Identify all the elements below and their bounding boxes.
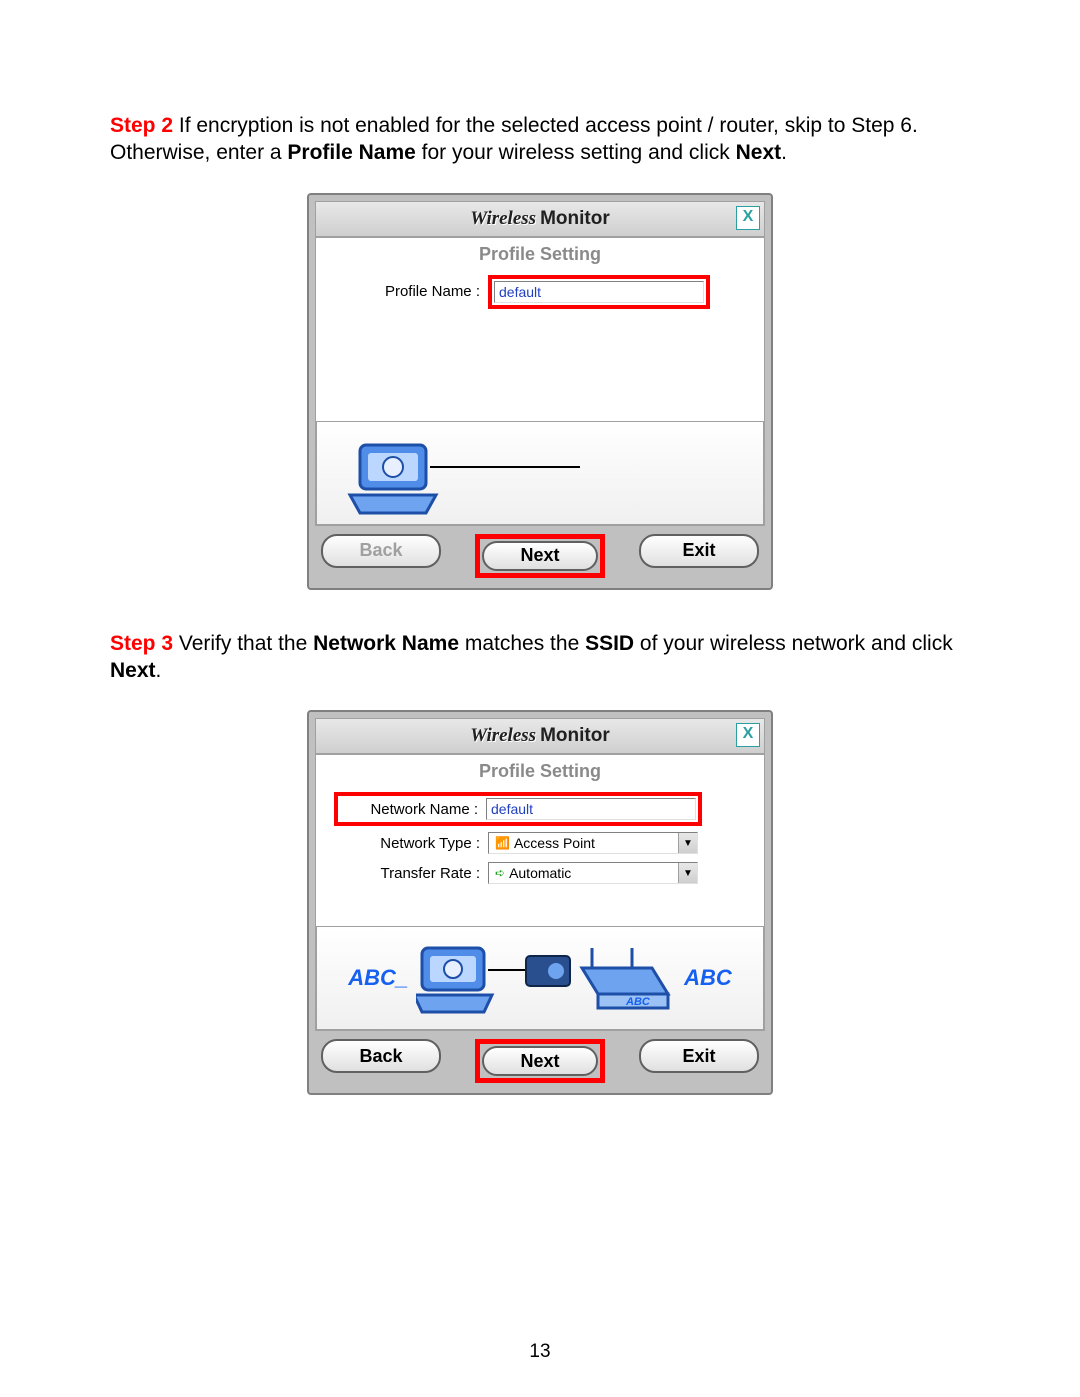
step3-t4: . xyxy=(156,659,162,682)
step2-label: Step 2 xyxy=(110,114,173,137)
abc-left-label: ABC xyxy=(348,965,408,991)
exit-button[interactable]: Exit xyxy=(639,534,759,568)
network-diagram-icon: ABC xyxy=(416,930,676,1026)
dialog1-buttonbar: Back Next Exit xyxy=(315,526,765,582)
network-name-input[interactable] xyxy=(486,798,696,820)
dialog2-form: Network Name : Network Type : 📶 Access P… xyxy=(316,792,764,926)
step3-t2: matches the xyxy=(459,632,585,655)
profile-name-input[interactable] xyxy=(494,281,704,303)
dialog2-client: Profile Setting Network Name : Network T… xyxy=(315,754,765,1031)
network-type-value: Access Point xyxy=(514,835,595,851)
dialog2-subtitle: Profile Setting xyxy=(316,755,764,792)
dialog1-client: Profile Setting Profile Name : xyxy=(315,237,765,526)
network-name-row: Network Name : xyxy=(334,792,746,826)
abc-right-label: ABC xyxy=(684,965,732,991)
laptop-icon xyxy=(320,423,760,523)
page-number: 13 xyxy=(0,1341,1080,1363)
next-button[interactable]: Next xyxy=(482,541,598,571)
dialog1-title-rest: Monitor xyxy=(540,208,610,230)
network-type-label: Network Type : xyxy=(334,835,488,852)
step3-instruction: Step 3 Verify that the Network Name matc… xyxy=(110,630,970,685)
step2-text-c: . xyxy=(781,141,787,164)
dialog2-title-italic: Wireless xyxy=(470,725,536,747)
network-name-highlight: Network Name : xyxy=(334,792,702,826)
step2-profile-bold: Profile Name xyxy=(287,141,415,164)
network-type-row: Network Type : 📶 Access Point ▼ xyxy=(334,832,746,854)
transfer-rate-value: Automatic xyxy=(509,865,571,881)
step3-b2: SSID xyxy=(585,632,634,655)
chevron-down-icon: ▼ xyxy=(678,863,697,883)
network-type-select[interactable]: 📶 Access Point ▼ xyxy=(488,832,698,854)
step2-next-bold: Next xyxy=(736,141,782,164)
close-icon[interactable]: X xyxy=(736,723,760,747)
svg-text:ABC: ABC xyxy=(625,996,651,1008)
profile-name-label: Profile Name : xyxy=(334,283,488,300)
step3-t3: of your wireless network and click xyxy=(634,632,953,655)
chevron-down-icon: ▼ xyxy=(678,833,697,853)
wireless-monitor-dialog-1: Wireless Monitor X Profile Setting Profi… xyxy=(307,193,773,590)
next-button[interactable]: Next xyxy=(482,1046,598,1076)
document-page: Step 2 If encryption is not enabled for … xyxy=(0,0,1080,1397)
dialog2-titlebar: Wireless Monitor X xyxy=(315,718,765,754)
dialog1-subtitle: Profile Setting xyxy=(316,238,764,275)
dialog1-titlebar: Wireless Monitor X xyxy=(315,201,765,237)
dialog2-buttonbar: Back Next Exit xyxy=(315,1031,765,1087)
dialog1-title-italic: Wireless xyxy=(470,208,536,230)
step2-text-b: for your wireless setting and click xyxy=(416,141,736,164)
step3-b1: Network Name xyxy=(313,632,459,655)
back-button[interactable]: Back xyxy=(321,1039,441,1073)
back-button[interactable]: Back xyxy=(321,534,441,568)
profile-name-row: Profile Name : xyxy=(334,275,746,309)
dialog1-form: Profile Name : xyxy=(316,275,764,421)
exit-button[interactable]: Exit xyxy=(639,1039,759,1073)
dialog2-title-rest: Monitor xyxy=(540,725,610,747)
next-button-highlight: Next xyxy=(475,1039,605,1083)
step3-b3: Next xyxy=(110,659,156,682)
step3-t1: Verify that the xyxy=(173,632,313,655)
dialog2-wrap: Wireless Monitor X Profile Setting Netwo… xyxy=(110,710,970,1095)
next-button-highlight: Next xyxy=(475,534,605,578)
dialog2-graphic-panel: ABC xyxy=(316,926,764,1030)
profile-name-highlight xyxy=(488,275,710,309)
step3-label: Step 3 xyxy=(110,632,173,655)
transfer-rate-select[interactable]: ➪ Automatic ▼ xyxy=(488,862,698,884)
transfer-rate-row: Transfer Rate : ➪ Automatic ▼ xyxy=(334,862,746,884)
network-name-label: Network Name : xyxy=(340,801,486,818)
dialog1-graphic-panel xyxy=(316,421,764,525)
arrow-right-icon: ➪ xyxy=(495,866,505,880)
access-point-icon: 📶 xyxy=(495,836,510,850)
dialog1-wrap: Wireless Monitor X Profile Setting Profi… xyxy=(110,193,970,590)
wireless-monitor-dialog-2: Wireless Monitor X Profile Setting Netwo… xyxy=(307,710,773,1095)
transfer-rate-label: Transfer Rate : xyxy=(334,865,488,882)
close-icon[interactable]: X xyxy=(736,206,760,230)
step2-instruction: Step 2 If encryption is not enabled for … xyxy=(110,112,970,167)
